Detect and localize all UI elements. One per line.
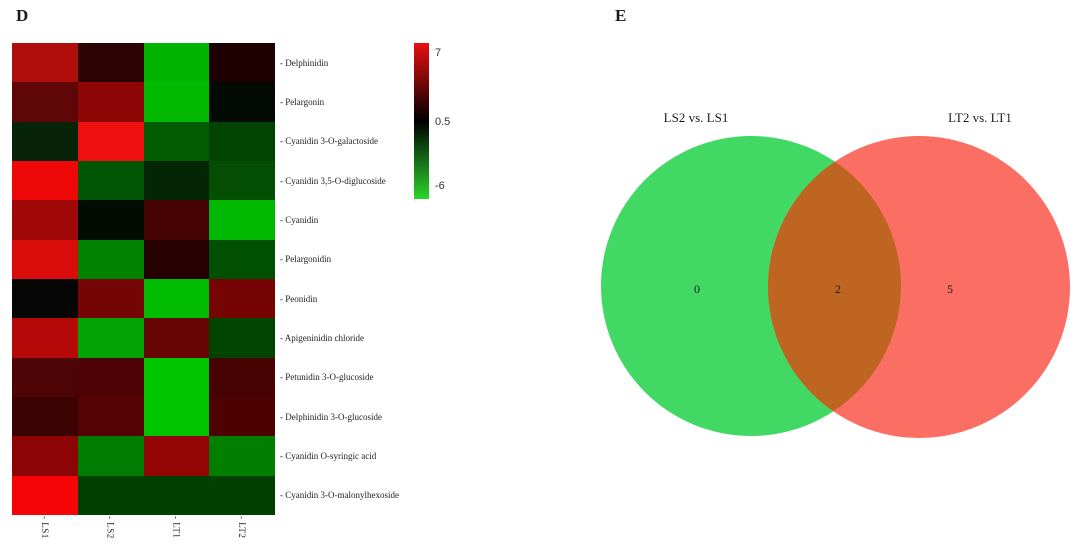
heatmap-cell [12,278,78,319]
heatmap-cell [209,436,275,476]
venn-intersection-count: 2 [835,282,841,296]
heatmap-row-label: - Apigeninidin chloride [280,332,364,343]
venn-diagram: 0 2 5 [601,136,1070,438]
heatmap-cell [77,43,144,83]
heatmap-cell [209,121,275,161]
heatmap-cell [143,160,210,201]
heatmap-cell [209,200,275,240]
heatmap-column-label: - LS1 [39,516,50,539]
panel-e-label: E [615,6,627,25]
heatmap-cell [77,475,144,515]
heatmap-cell [77,436,144,476]
heatmap-cell [209,239,275,279]
heatmap-row-label: - Cyanidin 3-O-galactoside [280,136,378,147]
heatmap-cell [143,239,210,279]
heatmap-cell [12,200,78,240]
heatmap-row-label: - Delphinidin 3-O-glucoside [280,411,382,422]
heatmap-cell [209,357,275,397]
heatmap-cell [143,436,210,476]
heatmap-column-label: - LT2 [237,516,248,539]
heatmap-cell [143,278,210,319]
heatmap-cell [77,396,144,437]
heatmap-row-label: - Cyanidin 3,5-O-diglucoside [280,175,386,186]
panel-d-label: D [16,6,29,25]
heatmap-cell [77,239,144,279]
heatmap-cell [143,357,210,397]
heatmap-cell [77,278,144,319]
heatmap-cell [143,82,210,122]
heatmap-cell [77,318,144,358]
colorbar-tick-min: -6 [435,180,445,192]
heatmap-cell [209,82,275,122]
heatmap-cell [12,436,78,476]
heatmap-cell [77,82,144,122]
heatmap-cell [12,396,78,437]
colorbar-tick-max: 7 [435,47,442,59]
venn-left-count: 0 [694,282,700,296]
heatmap-row-label: - Cyanidin [280,214,319,225]
heatmap-row-label: - Delphinidin [280,57,329,68]
heatmap-cell [143,475,210,515]
heatmap-cell [209,278,275,319]
heatmap-cell [12,318,78,358]
venn-right-set-title: LT2 vs. LT1 [948,110,1012,125]
heatmap-cell [77,160,144,201]
heatmap-cell [209,318,275,358]
heatmap-cell [77,121,144,161]
heatmap-column-labels: - LS1 - LS2 - LT1 - LT2 [12,516,275,539]
heatmap-cell [143,43,210,83]
colorbar-gradient [414,43,429,199]
heatmap-cell [12,82,78,122]
heatmap-row-label: - Pelargonin [280,96,325,107]
heatmap-cell [143,396,210,437]
heatmap-row-label: - Petunidin 3-O-glucoside [280,372,374,383]
heatmap-row-label: - Cyanidin 3-O-malonylhexoside [280,490,399,501]
heatmap-cell [12,43,78,83]
venn-left-set-title: LS2 vs. LS1 [663,110,729,125]
heatmap-cell [12,239,78,279]
heatmap-cell [209,396,275,437]
heatmap-cell [12,160,78,201]
heatmap-cell [143,318,210,358]
colorbar-tick-mid: 0.5 [435,116,451,128]
heatmap-row-label: - Cyanidin O-syringic acid [280,450,377,461]
heatmap-row-label: - Pelargonidin [280,254,332,265]
heatmap-cell [209,160,275,201]
heatmap-column-label: - LS2 [105,516,116,539]
heatmap-row-label: - Peonidin [280,293,318,304]
heatmap-cell [209,43,275,83]
heatmap-cell [12,357,78,397]
heatmap-cell [143,200,210,240]
heatmap-cell [209,475,275,515]
heatmap-cell [77,200,144,240]
heatmap-cell [12,121,78,161]
heatmap-cell [143,121,210,161]
venn-intersection-region [768,136,901,436]
heatmap-cell [77,357,144,397]
heatmap-cell [12,475,78,515]
venn-right-count: 5 [947,282,953,296]
heatmap-row-labels: - Delphinidin - Pelargonin - Cyanidin 3-O-… [280,43,399,515]
heatmap-column-label: - LT1 [171,516,182,539]
heatmap-grid [12,43,275,515]
